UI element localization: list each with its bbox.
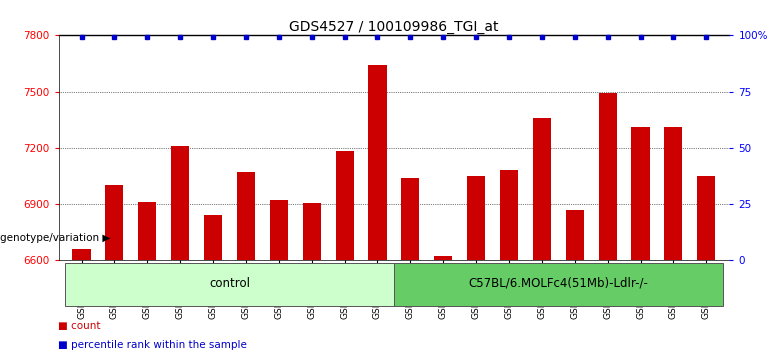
Text: C57BL/6.MOLFc4(51Mb)-Ldlr-/-: C57BL/6.MOLFc4(51Mb)-Ldlr-/- <box>468 276 648 290</box>
Bar <box>467 176 485 260</box>
Bar <box>533 118 551 260</box>
Bar <box>138 202 156 260</box>
Text: ■ count: ■ count <box>58 321 101 331</box>
Bar <box>204 215 222 260</box>
Bar <box>665 127 682 260</box>
Bar <box>632 127 650 260</box>
Text: control: control <box>209 276 250 290</box>
Bar <box>394 263 723 306</box>
Bar <box>434 256 452 260</box>
Bar <box>270 200 288 260</box>
Bar <box>65 263 394 306</box>
Bar <box>566 210 583 260</box>
Bar <box>500 170 518 260</box>
Title: GDS4527 / 100109986_TGI_at: GDS4527 / 100109986_TGI_at <box>289 21 498 34</box>
Bar <box>335 150 353 260</box>
Bar <box>368 65 387 260</box>
Text: genotype/variation ▶: genotype/variation ▶ <box>0 233 111 243</box>
Bar <box>697 176 715 260</box>
Text: ■ percentile rank within the sample: ■ percentile rank within the sample <box>58 341 247 350</box>
Bar <box>401 178 420 260</box>
Bar <box>303 203 321 260</box>
Bar <box>171 146 190 260</box>
Bar <box>73 249 90 260</box>
Bar <box>598 93 617 260</box>
Bar <box>105 185 123 260</box>
Bar <box>237 172 255 260</box>
